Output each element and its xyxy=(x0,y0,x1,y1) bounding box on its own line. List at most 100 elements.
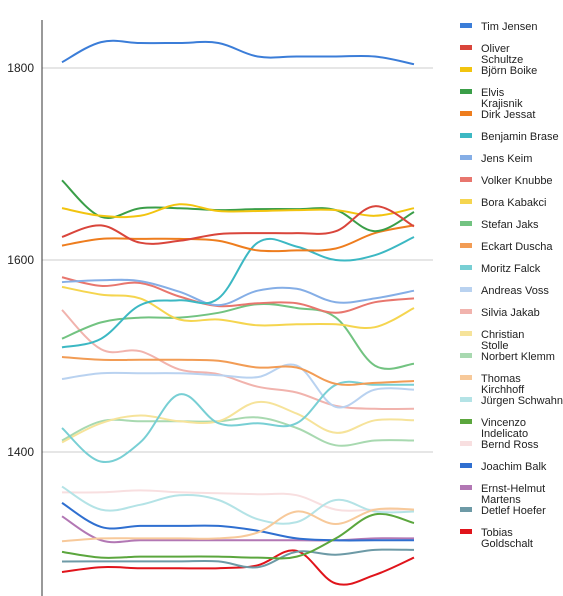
legend-item-eckart-duscha: Eckart Duscha xyxy=(460,241,553,253)
legend-swatch xyxy=(460,441,472,446)
series-line-moritz-falck xyxy=(61,380,414,464)
series-line-oliver-schultze xyxy=(61,205,415,245)
gridlines xyxy=(42,67,433,453)
legend-swatch xyxy=(460,265,472,270)
series-lines xyxy=(61,39,415,586)
legend-label: Tobias Goldschalt xyxy=(481,527,533,550)
series-line-volker-knubbe xyxy=(61,276,415,314)
legend-label: Thomas Kirchhoff xyxy=(481,373,525,396)
legend-swatch xyxy=(460,375,472,380)
series-line-dirk-jessat xyxy=(61,224,415,253)
legend-label: Detlef Hoefer xyxy=(481,505,546,517)
series-line-stefan-jaks xyxy=(61,303,415,370)
legend-swatch xyxy=(460,111,472,116)
series-line-vincenzo-indelicato xyxy=(61,512,415,560)
series-line-andreas-voss xyxy=(61,363,415,409)
legend-swatch xyxy=(460,133,472,138)
legend-item-bj-rn-boike: Björn Boike xyxy=(460,65,537,77)
legend-item-joachim-balk: Joachim Balk xyxy=(460,461,547,473)
legend-item-stefan-jaks: Stefan Jaks xyxy=(460,219,539,231)
legend-label: Silvia Jakab xyxy=(481,307,540,319)
legend-label: Bora Kabakci xyxy=(481,197,546,209)
legend-swatch xyxy=(460,23,472,28)
legend-swatch xyxy=(460,287,472,292)
series-line-joachim-balk xyxy=(61,502,414,542)
legend-swatch xyxy=(460,529,472,534)
series-line-bernd-ross xyxy=(61,489,415,512)
legend-swatch xyxy=(460,199,472,204)
legend-item-volker-knubbe: Volker Knubbe xyxy=(460,175,553,187)
legend-item-tobias-goldschalt: Tobias Goldschalt xyxy=(460,527,533,550)
legend-item-bora-kabakci: Bora Kabakci xyxy=(460,197,546,209)
legend-item-tim-jensen: Tim Jensen xyxy=(460,21,537,33)
legend-item-ernst-helmut-martens: Ernst-Helmut Martens xyxy=(460,483,545,506)
legend-item-dirk-jessat: Dirk Jessat xyxy=(460,109,535,121)
legend-label: Eckart Duscha xyxy=(481,241,553,253)
legend-label: Dirk Jessat xyxy=(481,109,535,121)
y-tick-label: 1400 xyxy=(7,445,34,459)
legend-item-oliver-schultze: Oliver Schultze xyxy=(460,43,523,66)
series-line-eckart-duscha xyxy=(61,355,415,386)
legend-swatch xyxy=(460,67,472,72)
legend-label: Ernst-Helmut Martens xyxy=(481,483,545,506)
legend-swatch xyxy=(460,353,472,358)
legend-swatch xyxy=(460,485,472,490)
legend-label: Stefan Jaks xyxy=(481,219,539,231)
y-tick-label: 1600 xyxy=(7,253,34,267)
legend-item-andreas-voss: Andreas Voss xyxy=(460,285,549,297)
legend-swatch xyxy=(460,155,472,160)
legend-item-j-rgen-schwahn: Jürgen Schwahn xyxy=(460,395,563,407)
legend-label: Christian Stolle xyxy=(481,329,524,352)
series-line-thomas-kirchhoff xyxy=(61,507,415,543)
legend-label: Volker Knubbe xyxy=(481,175,553,187)
legend-label: Jens Keim xyxy=(481,153,532,165)
legend-swatch xyxy=(460,419,472,424)
legend-label: Andreas Voss xyxy=(481,285,549,297)
series-line-jens-keim xyxy=(61,278,415,307)
legend-swatch xyxy=(460,177,472,182)
legend-label: Oliver Schultze xyxy=(481,43,523,66)
legend-swatch xyxy=(460,331,472,336)
legend-label: Björn Boike xyxy=(481,65,537,77)
legend-label: Elvis Krajisnik xyxy=(481,87,523,110)
series-line-tim-jensen xyxy=(61,39,415,66)
legend-swatch xyxy=(460,221,472,226)
series-line-bj-rn-boike xyxy=(61,203,415,219)
legend-swatch xyxy=(460,309,472,314)
legend-swatch xyxy=(460,463,472,468)
series-line-detlef-hoefer xyxy=(61,548,415,569)
series-line-benjamin-brase xyxy=(61,236,415,349)
legend-swatch xyxy=(460,45,472,50)
legend-item-elvis-krajisnik: Elvis Krajisnik xyxy=(460,87,523,110)
legend-item-benjamin-brase: Benjamin Brase xyxy=(460,131,559,143)
legend-item-norbert-klemm: Norbert Klemm xyxy=(460,351,555,363)
series-line-elvis-krajisnik xyxy=(61,179,415,233)
legend-item-silvia-jakab: Silvia Jakab xyxy=(460,307,540,319)
series-line-bora-kabakci xyxy=(61,285,415,330)
legend-item-jens-keim: Jens Keim xyxy=(460,153,532,165)
legend-label: Jürgen Schwahn xyxy=(481,395,563,407)
legend-item-moritz-falck: Moritz Falck xyxy=(460,263,541,275)
y-tick-label: 1800 xyxy=(7,61,34,75)
series-line-j-rgen-schwahn xyxy=(61,485,415,525)
series-line-tobias-goldschalt xyxy=(61,549,415,586)
y-tick-labels: 1400 1600 1800 xyxy=(7,61,34,459)
legend-item-vincenzo-indelicato: Vincenzo Indelicato xyxy=(460,417,528,440)
legend-swatch xyxy=(460,89,472,94)
legend-label: Benjamin Brase xyxy=(481,131,559,143)
legend-swatch xyxy=(460,243,472,248)
legend-label: Joachim Balk xyxy=(481,461,547,473)
series-line-silvia-jakab xyxy=(61,309,415,411)
legend-swatch xyxy=(460,507,472,512)
legend-swatch xyxy=(460,397,472,402)
legend-item-bernd-ross: Bernd Ross xyxy=(460,439,539,451)
legend-item-thomas-kirchhoff: Thomas Kirchhoff xyxy=(460,373,525,396)
legend-label: Tim Jensen xyxy=(481,21,537,33)
legend-label: Vincenzo Indelicato xyxy=(481,417,528,440)
series-line-christian-stolle xyxy=(61,400,415,444)
series-line-norbert-klemm xyxy=(61,416,415,447)
legend-item-detlef-hoefer: Detlef Hoefer xyxy=(460,505,546,517)
legend-label: Moritz Falck xyxy=(481,263,541,275)
